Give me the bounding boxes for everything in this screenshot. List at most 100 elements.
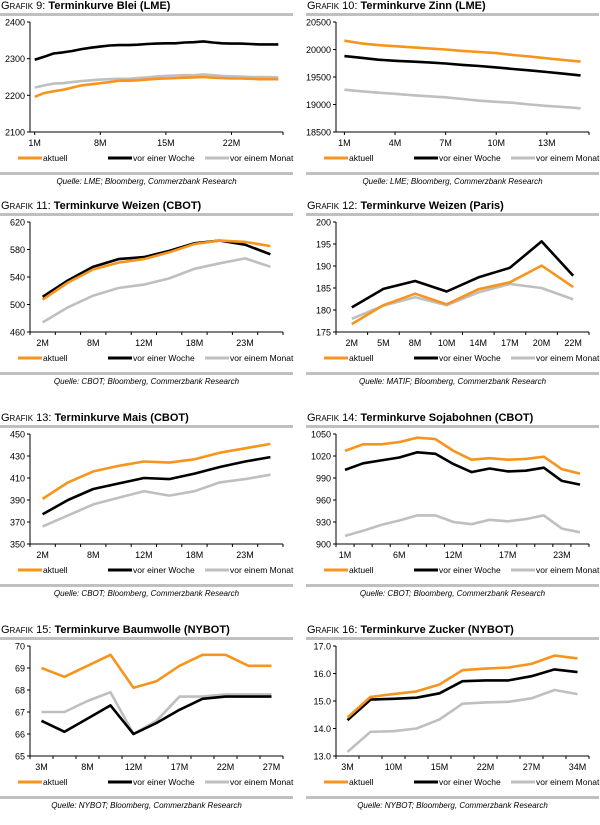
- y-tick-label: 70: [15, 642, 25, 652]
- series-line-vor-einem-monat: [346, 688, 578, 753]
- chart-source: Quelle: CBOT; Bloomberg, Commerzbank Res…: [53, 589, 240, 598]
- chart-panel-weizen-paris: Grafik 12: Terminkurve Weizen (Paris) 17…: [306, 200, 600, 401]
- chart-panel-blei: Grafik 9: Terminkurve Blei (LME) 2100 220…: [0, 0, 294, 201]
- x-tick-label: 8M: [87, 338, 100, 348]
- legend-item: vor einem Monat: [511, 353, 600, 363]
- chart-panel-mais: Grafik 13: Terminkurve Mais (CBOT) 350 37…: [0, 412, 294, 613]
- x-tick-label: 23M: [236, 338, 254, 348]
- x-tick-label: 10M: [385, 762, 403, 772]
- chart-panel-sojabohnen: Grafik 14: Terminkurve Sojabohnen (CBOT)…: [306, 412, 600, 613]
- y-tick-label: 390: [10, 496, 25, 506]
- series-line-vor-einer-woche: [40, 695, 272, 736]
- series-line-vor-einer-woche: [344, 450, 581, 486]
- series-line-aktuell: [41, 442, 271, 500]
- y-tick-label: 540: [10, 273, 25, 283]
- y-tick-label: 19500: [306, 73, 331, 83]
- title-rule: [0, 425, 293, 428]
- x-tick-label: 1M: [339, 550, 352, 560]
- x-tick-label: 15M: [431, 762, 449, 772]
- title-rule: [306, 213, 599, 216]
- x-tick-label: 12M: [135, 338, 153, 348]
- source-rule: [306, 372, 599, 375]
- chart-panel-zinn: Grafik 10: Terminkurve Zinn (LME) 18500 1…: [306, 0, 600, 201]
- source-rule: [0, 172, 293, 175]
- legend-label: vor einem Monat: [536, 353, 600, 363]
- series-line-vor-einem-monat: [34, 73, 279, 89]
- legend-label: vor einer Woche: [439, 777, 501, 787]
- y-tick-label: 15.0: [313, 697, 331, 707]
- legend-item: vor einer Woche: [414, 777, 501, 787]
- y-tick-label: 990: [316, 474, 331, 484]
- legend-label: aktuell: [43, 777, 68, 787]
- legend-label: vor einer Woche: [133, 777, 195, 787]
- y-tick-label: 350: [10, 540, 25, 550]
- legend-label: vor einem Monat: [230, 565, 294, 575]
- y-tick-label: 195: [316, 240, 331, 250]
- legend-item: vor einem Monat: [205, 153, 294, 163]
- y-tick-label: 19000: [306, 100, 331, 110]
- line-chart: 350 370 390 410 430 450 2M 8M 12M 18M 23M aktuell vo…: [10, 430, 294, 576]
- legend-item: vor einer Woche: [108, 353, 195, 363]
- legend-item: vor einer Woche: [414, 353, 501, 363]
- y-tick-label: 16.0: [313, 669, 331, 679]
- x-tick-label: 2M: [36, 550, 49, 560]
- line-chart: 460 500 540 580 620 2M 8M 12M 18M 23M aktuell vor e…: [10, 218, 294, 364]
- legend-label: vor einer Woche: [439, 153, 501, 163]
- x-tick-label: 12M: [125, 762, 143, 772]
- y-tick-label: 2200: [5, 91, 25, 101]
- legend-item: aktuell: [324, 777, 374, 787]
- series-line-vor-einer-woche: [41, 239, 271, 298]
- series-line-vor-einer-woche: [344, 54, 581, 77]
- x-tick-label: 12M: [445, 550, 463, 560]
- y-tick-label: 69: [15, 664, 25, 674]
- legend-label: vor einer Woche: [439, 353, 501, 363]
- title-rule: [306, 425, 599, 428]
- x-tick-label: 14M: [470, 338, 488, 348]
- legend-item: vor einer Woche: [108, 777, 195, 787]
- series-line-vor-einer-woche: [41, 455, 271, 516]
- series-line-vor-einer-woche: [346, 668, 578, 722]
- source-rule: [0, 796, 293, 799]
- x-tick-label: 8M: [94, 138, 107, 148]
- legend-label: aktuell: [349, 353, 374, 363]
- chart-panel-baumwolle: Grafik 15: Terminkurve Baumwolle (NYBOT)…: [0, 624, 294, 825]
- title-rule: [0, 213, 293, 216]
- legend-label: vor einer Woche: [133, 353, 195, 363]
- series-line-vor-einem-monat: [41, 690, 272, 736]
- source-rule: [0, 584, 293, 587]
- legend-item: aktuell: [18, 565, 68, 575]
- chart-title: Grafik 12: Terminkurve Weizen (Paris): [307, 200, 504, 212]
- chart-title: Grafik 16: Terminkurve Zucker (NYBOT): [307, 624, 514, 636]
- legend-label: vor einem Monat: [536, 565, 600, 575]
- series-line-aktuell: [344, 39, 581, 63]
- legend-item: vor einem Monat: [205, 353, 294, 363]
- legend-item: vor einer Woche: [108, 153, 195, 163]
- legend-label: aktuell: [349, 565, 374, 575]
- y-tick-label: 68: [15, 686, 25, 696]
- x-tick-label: 7M: [439, 138, 452, 148]
- legend-item: vor einem Monat: [205, 777, 294, 787]
- legend-label: aktuell: [349, 153, 374, 163]
- x-tick-label: 23M: [553, 550, 571, 560]
- legend-label: vor einer Woche: [439, 565, 501, 575]
- x-tick-label: 10M: [438, 338, 456, 348]
- x-tick-label: 8M: [409, 338, 422, 348]
- chart-panel-zucker: Grafik 16: Terminkurve Zucker (NYBOT) 13…: [306, 624, 600, 825]
- y-tick-label: 14.0: [313, 724, 331, 734]
- x-tick-label: 15M: [157, 138, 175, 148]
- x-tick-label: 5M: [377, 338, 390, 348]
- legend-item: aktuell: [324, 353, 374, 363]
- legend-item: vor einem Monat: [511, 153, 600, 163]
- series-line-aktuell: [34, 75, 279, 99]
- source-rule: [306, 172, 599, 175]
- legend-item: vor einer Woche: [108, 565, 195, 575]
- legend-label: vor einem Monat: [536, 153, 600, 163]
- legend-item: aktuell: [324, 153, 374, 163]
- y-tick-label: 200: [316, 218, 331, 228]
- y-tick-label: 900: [316, 540, 331, 550]
- legend-label: vor einem Monat: [230, 353, 294, 363]
- y-tick-label: 430: [10, 452, 25, 462]
- line-chart: 900 930 960 990 1020 1050 1M 6M 12M 17M 23M aktuell…: [311, 430, 600, 576]
- y-tick-label: 2300: [5, 54, 25, 64]
- series-line-vor-einem-monat: [41, 257, 271, 324]
